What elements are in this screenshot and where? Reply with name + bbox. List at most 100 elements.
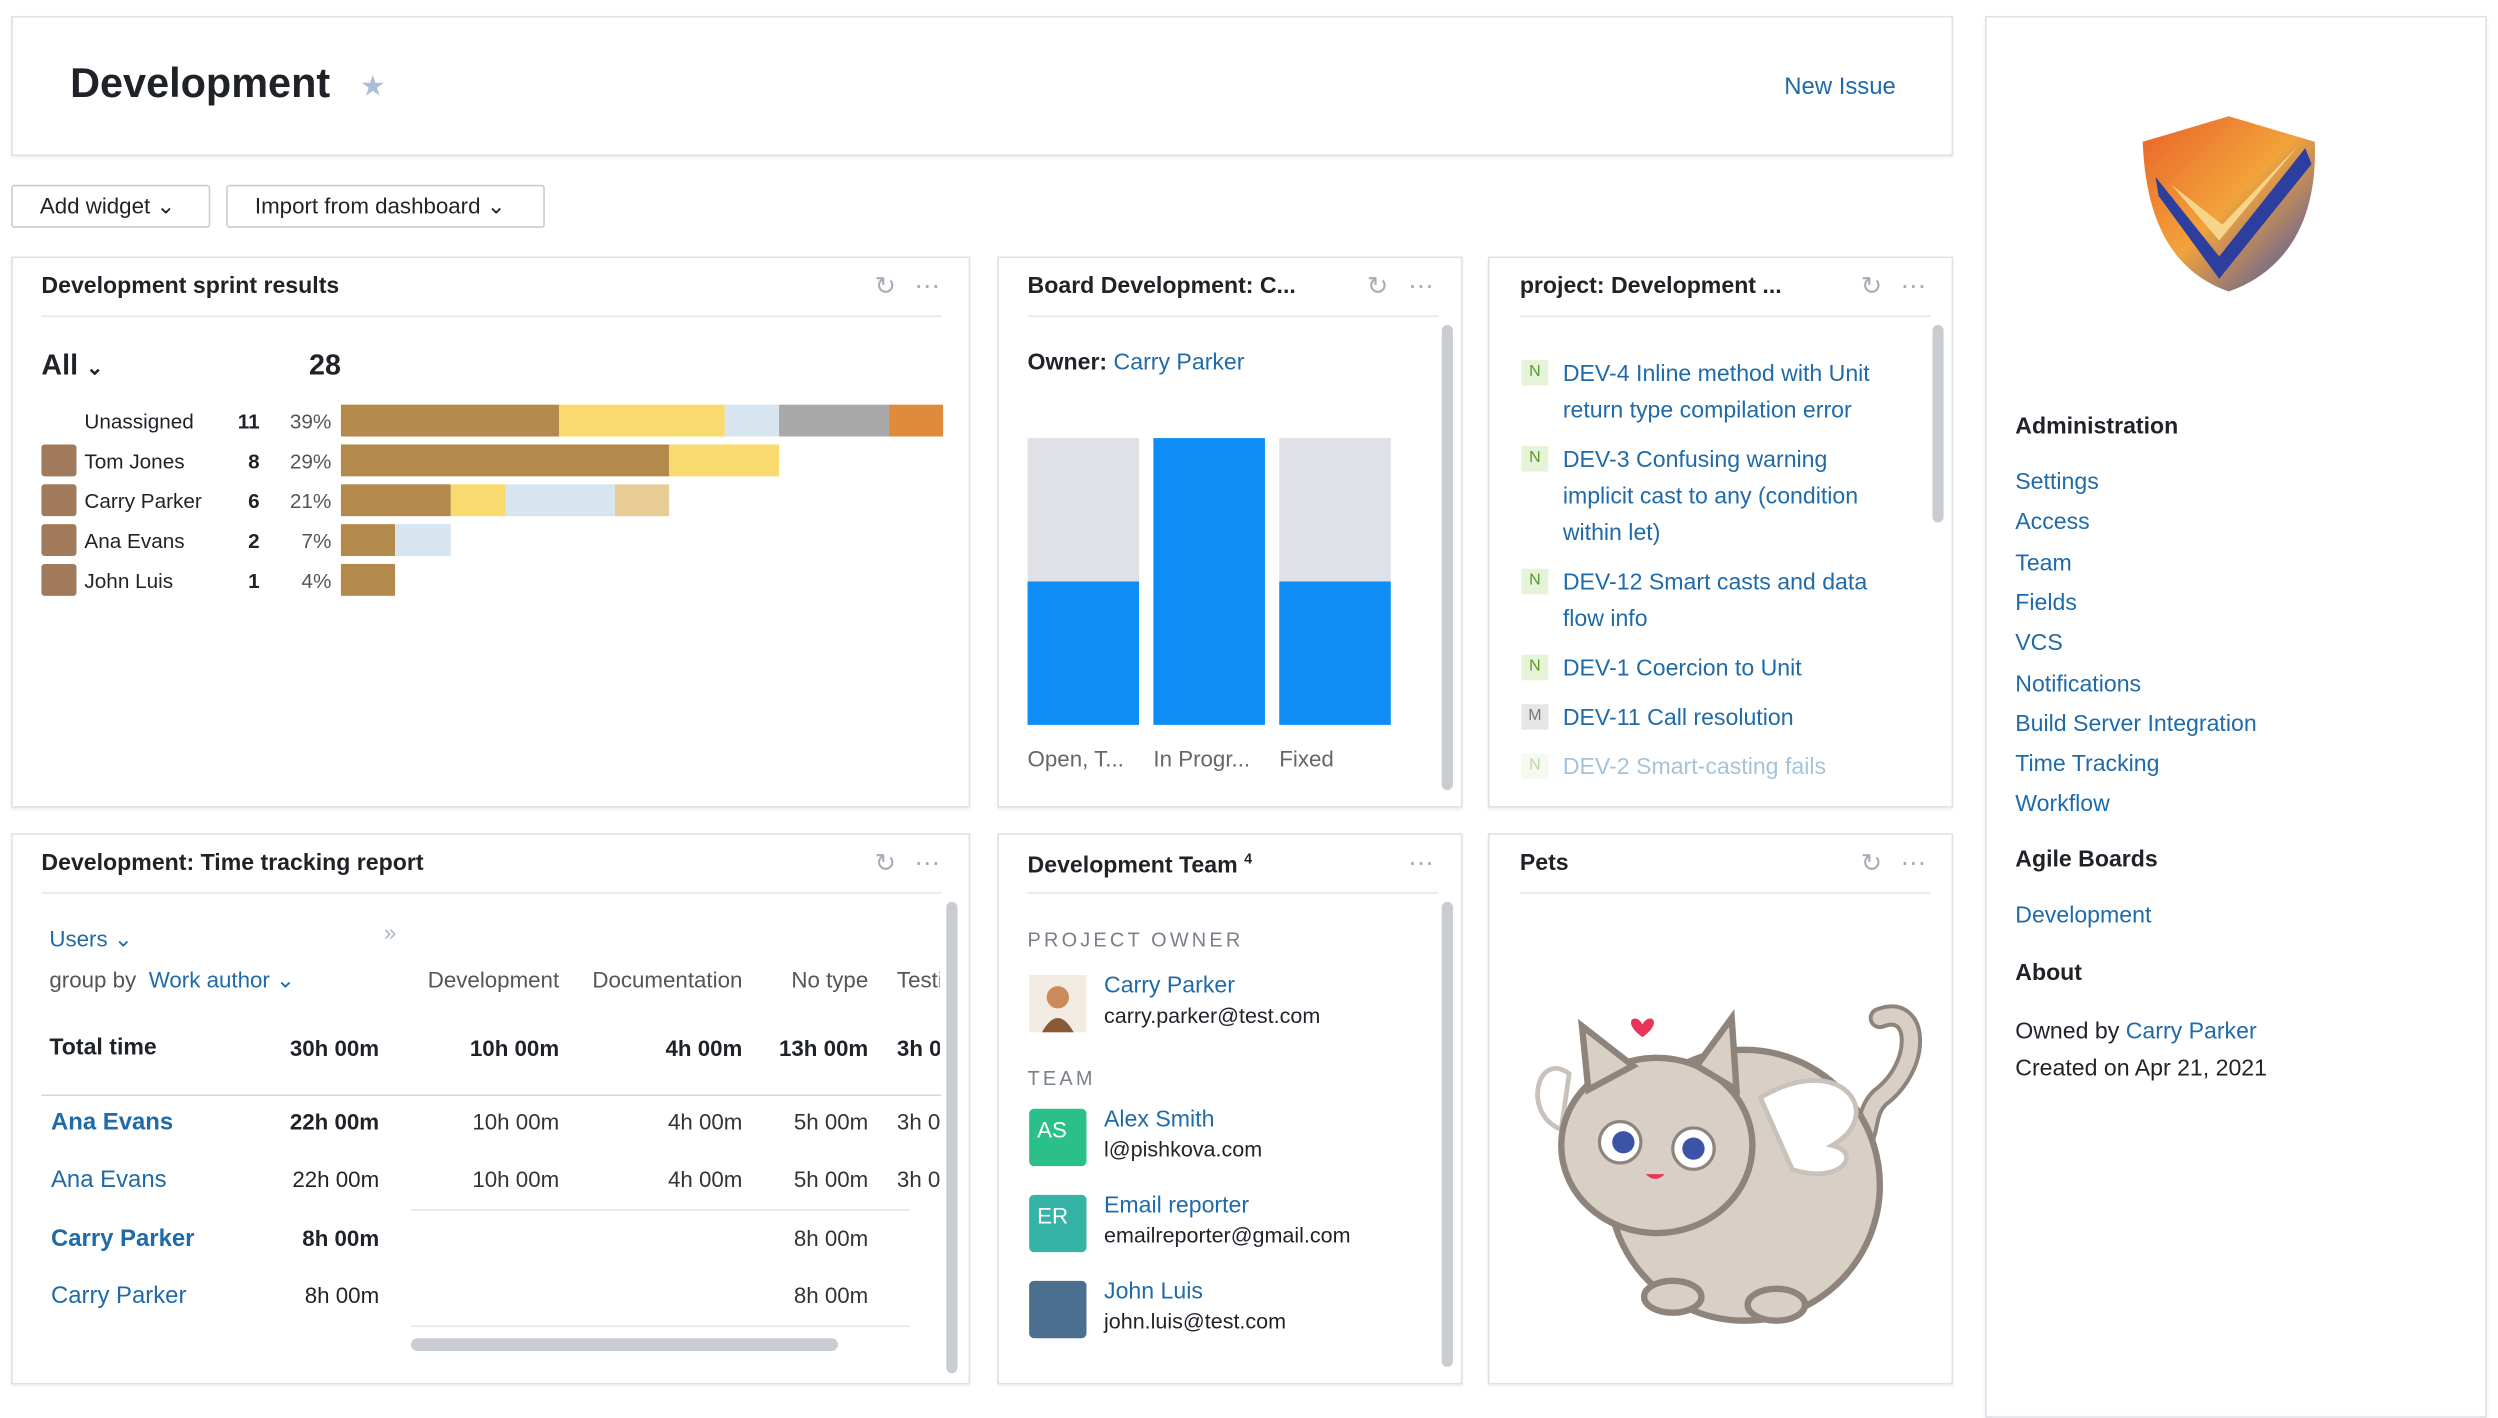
expand-icon[interactable]: »	[383, 919, 397, 945]
admin-link[interactable]: Team	[2015, 550, 2072, 577]
divider	[41, 892, 942, 894]
cell: 3h 00m	[896, 1108, 940, 1135]
user-name[interactable]: Carry Parker	[50, 1282, 187, 1310]
cell: 13h 00m	[778, 1035, 869, 1062]
member-avatar: AS	[1029, 1108, 1087, 1167]
issue[interactable]: DEV-2 Smart-casting fails	[1563, 750, 1882, 787]
more-icon[interactable]: ⋯	[914, 274, 940, 302]
admin-link[interactable]: Build Server Integration	[2015, 711, 2257, 738]
refresh-icon[interactable]: ↻	[1366, 274, 1389, 302]
row-count: 6	[248, 489, 260, 513]
users-dropdown[interactable]: Users ⌄	[49, 925, 133, 952]
issue-id[interactable]: DEV-3	[1562, 447, 1630, 474]
filter-label: All	[41, 348, 79, 381]
scrollbar[interactable]	[1932, 324, 1944, 523]
board-link[interactable]: Development	[2015, 903, 2152, 929]
bar-segment	[559, 404, 725, 437]
issue-tag: N	[1521, 568, 1549, 595]
owner-link[interactable]: Carry Parker	[1113, 350, 1245, 376]
admin-link[interactable]: Notifications	[2015, 671, 2142, 697]
more-icon[interactable]: ⋯	[1408, 850, 1434, 878]
more-icon[interactable]: ⋯	[914, 850, 940, 878]
section-heading: TEAM	[1027, 1067, 1096, 1090]
user-name[interactable]: Ana Evans	[50, 1108, 174, 1136]
bar-segment	[888, 404, 944, 437]
issue-summary[interactable]: Confusing warning implicit cast to any (…	[1562, 447, 1859, 547]
issue-summary[interactable]: Coercion to Unit	[1636, 656, 1802, 682]
bar-segment	[340, 484, 451, 517]
admin-link[interactable]: Workflow	[2015, 792, 2110, 818]
group-by-value[interactable]: Work author	[148, 967, 270, 993]
more-icon[interactable]: ⋯	[1900, 274, 1927, 302]
refresh-icon[interactable]: ↻	[874, 274, 896, 302]
filter[interactable]: All ⌄	[41, 348, 104, 381]
add-widget-button[interactable]: Add widget ⌄	[11, 184, 211, 228]
import-button[interactable]: Import from dashboard ⌄	[226, 184, 545, 228]
cell: 8h 00m	[793, 1225, 869, 1251]
bar-segment	[450, 484, 506, 517]
member-name[interactable]: Carry Parker	[1104, 973, 1235, 999]
issue-id[interactable]: DEV-2	[1562, 755, 1630, 781]
total-count: 28	[309, 348, 341, 381]
issue-id[interactable]: DEV-1	[1562, 656, 1630, 682]
row-percent: 21%	[289, 489, 332, 513]
member-name[interactable]: Alex Smith	[1104, 1107, 1215, 1133]
new-issue-link[interactable]: New Issue	[1784, 73, 1896, 101]
issue[interactable]: DEV-3 Confusing warning implicit cast to…	[1563, 443, 1882, 553]
bar-segment	[614, 484, 670, 517]
team-widget: Development Team 4 ⋯ PROJECT OWNER TEAM …	[997, 833, 1463, 1385]
bar-segment	[669, 444, 779, 477]
admin-link[interactable]: Access	[2015, 510, 2090, 536]
cell: 10h 00m	[469, 1035, 560, 1062]
row-count: 1	[248, 568, 260, 593]
owner-avatar	[1029, 974, 1087, 1033]
admin-link[interactable]: Time Tracking	[2015, 752, 2160, 778]
refresh-icon[interactable]: ↻	[1860, 274, 1883, 302]
section-heading: Administration	[2015, 414, 2179, 440]
issue-summary[interactable]: Smart casts and data flow info	[1562, 570, 1868, 633]
owned-line: Owned by Carry Parker	[2015, 1020, 2256, 1045]
more-icon[interactable]: ⋯	[1408, 274, 1434, 302]
member-avatar: ER	[1029, 1194, 1087, 1253]
bar-segment	[340, 444, 670, 477]
scrollbar[interactable]	[1441, 901, 1453, 1367]
member-email: john.luis@test.com	[1104, 1309, 1287, 1334]
section-heading: Agile Boards	[2015, 847, 2158, 874]
issue-id[interactable]: DEV-12	[1562, 570, 1643, 596]
row-name: Ana Evans	[84, 528, 185, 553]
section-heading: About	[2015, 960, 2082, 987]
issue-id[interactable]: DEV-11	[1562, 705, 1641, 732]
owner-link[interactable]: Carry Parker	[2125, 1019, 2257, 1046]
issue-summary[interactable]: Smart-casting fails	[1636, 755, 1827, 781]
admin-link[interactable]: Settings	[2015, 469, 2099, 496]
issue-summary[interactable]: Inline method with Unit return type comp…	[1562, 361, 1870, 424]
issue[interactable]: DEV-11 Call resolution	[1563, 701, 1882, 738]
avatar	[41, 484, 77, 517]
issue-tag: M	[1521, 704, 1549, 730]
admin-link[interactable]: Fields	[2015, 590, 2077, 617]
user-name[interactable]: Carry Parker	[50, 1225, 195, 1253]
issue[interactable]: DEV-4 Inline method with Unit return typ…	[1563, 357, 1882, 430]
avatar	[41, 405, 76, 437]
scrollbar[interactable]	[1441, 324, 1453, 791]
h-scrollbar[interactable]	[411, 1338, 838, 1351]
scrollbar[interactable]	[946, 901, 958, 1374]
refresh-icon[interactable]: ↻	[874, 850, 896, 878]
member-name[interactable]: John Luis	[1104, 1279, 1203, 1305]
more-icon[interactable]: ⋯	[1900, 850, 1927, 878]
row-name: Carry Parker	[84, 489, 202, 513]
timetracking-widget: Development: Time tracking report ↻ ⋯ Us…	[11, 833, 971, 1385]
member-name[interactable]: Email reporter	[1104, 1193, 1250, 1219]
issue-id[interactable]: DEV-4	[1562, 361, 1630, 388]
issue-summary[interactable]: Call resolution	[1647, 705, 1794, 732]
admin-link[interactable]: VCS	[2015, 631, 2063, 657]
star-icon[interactable]: ★	[360, 70, 386, 102]
refresh-icon[interactable]: ↻	[1860, 850, 1883, 878]
button-label: Import from dashboard	[254, 192, 481, 219]
created-date: Created on Apr 21, 2021	[2015, 1056, 2268, 1082]
row-percent: 7%	[301, 528, 332, 553]
user-name[interactable]: Ana Evans	[50, 1166, 167, 1194]
issue[interactable]: DEV-12 Smart casts and data flow info	[1563, 566, 1882, 639]
issue[interactable]: DEV-1 Coercion to Unit	[1563, 652, 1882, 689]
